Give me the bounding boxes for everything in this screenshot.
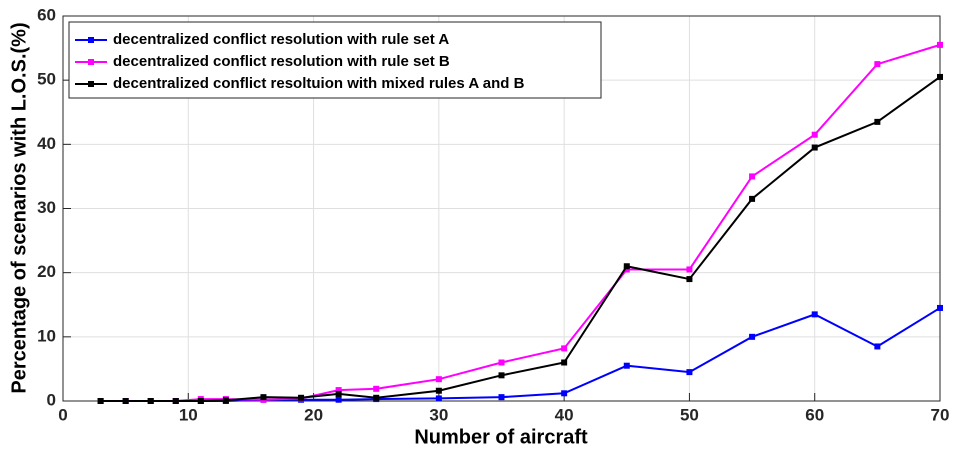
- point-marker: [498, 359, 505, 366]
- point-marker: [298, 394, 305, 401]
- point-marker: [435, 395, 442, 402]
- legend-marker: [88, 81, 94, 87]
- x-tick-label: 30: [429, 405, 448, 424]
- point-marker: [498, 372, 505, 379]
- point-marker: [561, 359, 568, 366]
- legend-marker: [88, 59, 94, 65]
- y-axis-label: Percentage of scenarios with L.O.S.(%): [8, 22, 30, 393]
- point-marker: [749, 333, 756, 340]
- point-marker: [260, 394, 267, 401]
- point-marker: [874, 61, 881, 68]
- point-marker: [335, 387, 342, 394]
- point-marker: [749, 195, 756, 202]
- point-marker: [937, 73, 943, 80]
- y-tick-label: 30: [37, 198, 56, 217]
- legend-box: [68, 21, 602, 99]
- point-marker: [623, 362, 630, 369]
- point-marker: [874, 343, 881, 350]
- point-marker: [147, 398, 154, 404]
- point-marker: [623, 266, 630, 273]
- y-tick-label: 0: [47, 390, 56, 409]
- point-marker: [435, 376, 442, 383]
- y-tick-label: 60: [37, 5, 56, 24]
- x-tick-label: 0: [58, 405, 67, 424]
- point-marker: [222, 397, 229, 404]
- legend-label: decentralized conflict resolution with r…: [113, 53, 450, 70]
- point-marker: [561, 390, 568, 397]
- point-marker: [623, 263, 630, 270]
- point-marker: [561, 345, 568, 352]
- y-tick-label: 40: [37, 134, 56, 153]
- legend-label: decentralized conflict resolution with r…: [113, 31, 449, 48]
- x-axis-label: Number of aircraft: [414, 426, 588, 448]
- point-marker: [686, 266, 693, 273]
- point-marker: [97, 398, 104, 404]
- x-tick-label: 10: [179, 405, 198, 424]
- point-marker: [811, 131, 818, 138]
- point-marker: [498, 394, 505, 401]
- point-marker: [686, 369, 693, 376]
- x-tick-label: 20: [304, 405, 323, 424]
- point-marker: [335, 396, 342, 403]
- point-marker: [874, 118, 881, 125]
- x-tick-label: 40: [555, 405, 574, 424]
- point-marker: [811, 311, 818, 318]
- point-marker: [811, 144, 818, 151]
- point-marker: [335, 390, 342, 397]
- point-marker: [373, 385, 380, 392]
- x-tick-label: 50: [680, 405, 699, 424]
- point-marker: [122, 398, 129, 404]
- point-marker: [197, 398, 204, 404]
- point-marker: [686, 276, 693, 283]
- point-marker: [435, 387, 442, 394]
- point-marker: [937, 304, 943, 311]
- point-marker: [172, 398, 179, 404]
- point-marker: [937, 41, 943, 48]
- y-tick-label: 10: [37, 326, 56, 345]
- point-marker: [749, 173, 756, 180]
- legend-marker: [88, 37, 94, 43]
- y-tick-label: 50: [37, 70, 56, 89]
- legend-label: decentralized conflict resoltuion with m…: [113, 75, 525, 92]
- plot-frame: [62, 15, 941, 402]
- x-tick-label: 70: [931, 405, 950, 424]
- y-tick-label: 20: [37, 262, 56, 281]
- x-tick-label: 60: [805, 405, 824, 424]
- point-marker: [373, 394, 380, 401]
